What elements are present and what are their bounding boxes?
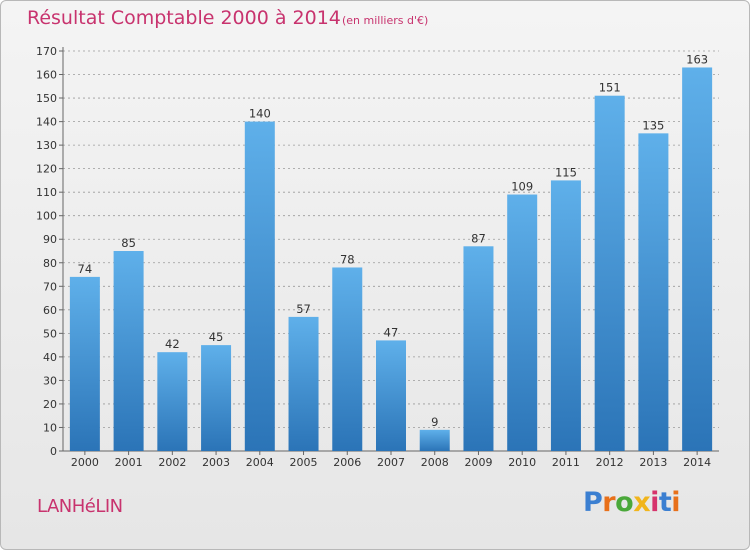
value-label-2012: 151 (599, 81, 621, 95)
x-tick-label-2000: 2000 (71, 456, 99, 469)
bar-2000 (69, 276, 100, 451)
chart-subtitle: (en milliers d'€) (342, 14, 429, 27)
value-label-2009: 87 (471, 231, 486, 245)
y-tick-label: 20 (43, 398, 57, 411)
labels: 74 2000 85 2001 42 2002 45 2003 140 2004 57 2005 78 2… (71, 52, 711, 469)
value-label-2013: 135 (642, 118, 664, 132)
bar-2013 (638, 133, 669, 451)
logo-letter: P (583, 487, 603, 518)
bar-2001 (113, 251, 144, 451)
x-tick-label-2009: 2009 (464, 456, 492, 469)
value-label-2001: 85 (121, 236, 136, 250)
x-tick-label-2008: 2008 (421, 456, 449, 469)
value-label-2010: 109 (511, 180, 533, 194)
x-tick-label-2014: 2014 (683, 456, 711, 469)
y-tick-label: 30 (43, 374, 57, 387)
value-label-2003: 45 (209, 330, 224, 344)
x-tick-label-2001: 2001 (115, 456, 143, 469)
y-tick-label: 130 (36, 139, 57, 152)
y-tick-label: 100 (36, 210, 57, 223)
y-tick-label: 40 (43, 351, 57, 364)
bar-2010 (507, 194, 538, 451)
x-tick-label-2007: 2007 (377, 456, 405, 469)
axes: 0 10 20 30 40 50 60 70 80 90 100 110 120 130 140 150 160… (36, 45, 719, 458)
logo-letter: x (633, 487, 651, 518)
bar-2014 (682, 67, 713, 452)
x-tick-label-2012: 2012 (596, 456, 624, 469)
y-tick-label: 0 (50, 445, 57, 458)
logo-letter: i (650, 487, 659, 518)
value-label-2011: 115 (555, 165, 577, 179)
x-tick-label-2004: 2004 (246, 456, 274, 469)
bar-2007 (376, 340, 406, 451)
bar-2011 (550, 180, 581, 452)
value-label-2007: 47 (384, 325, 399, 339)
chart-title: Résultat Comptable 2000 à 2014 (27, 7, 341, 29)
value-label-2004: 140 (249, 107, 271, 121)
value-label-2002: 42 (165, 337, 180, 351)
y-tick-label: 160 (36, 69, 57, 82)
logo-letter: o (615, 487, 634, 518)
bar-2005 (288, 316, 319, 451)
bars (69, 67, 713, 452)
x-tick-label-2006: 2006 (333, 456, 361, 469)
logo-letter: i (671, 487, 681, 518)
y-tick-label: 170 (36, 45, 57, 58)
logo-letter: t (658, 487, 672, 518)
x-tick-label-2013: 2013 (639, 456, 667, 469)
bar-2009 (463, 246, 494, 451)
value-label-2014: 163 (686, 52, 708, 66)
x-tick-label-2003: 2003 (202, 456, 230, 469)
y-tick-label: 110 (36, 186, 57, 199)
bar-2003 (201, 345, 232, 451)
y-tick-label: 50 (43, 327, 57, 340)
x-tick-label-2010: 2010 (508, 456, 536, 469)
y-tick-label: 60 (43, 304, 57, 317)
y-tick-label: 80 (43, 257, 57, 270)
bar-2004 (244, 121, 275, 452)
y-tick-label: 90 (43, 233, 57, 246)
bar-2008 (419, 429, 450, 451)
x-tick-label-2002: 2002 (158, 456, 186, 469)
value-label-2000: 74 (78, 262, 93, 276)
y-tick-label: 10 (43, 421, 57, 434)
y-tick-label: 150 (36, 92, 57, 105)
logo-letter: r (602, 487, 616, 518)
x-tick-label-2011: 2011 (552, 456, 580, 469)
bar-2012 (594, 95, 625, 452)
value-label-2008: 9 (431, 415, 438, 429)
value-label-2005: 57 (296, 302, 311, 316)
y-tick-label: 140 (36, 116, 57, 129)
bar-2002 (157, 352, 188, 451)
proxiti-logo[interactable]: Proxiti (583, 487, 681, 518)
value-label-2006: 78 (340, 252, 355, 266)
x-tick-label-2005: 2005 (290, 456, 318, 469)
commune-name: LANHéLIN (37, 496, 123, 517)
y-tick-label: 120 (36, 163, 57, 176)
y-tick-label: 70 (43, 280, 57, 293)
bar-2006 (332, 267, 363, 451)
